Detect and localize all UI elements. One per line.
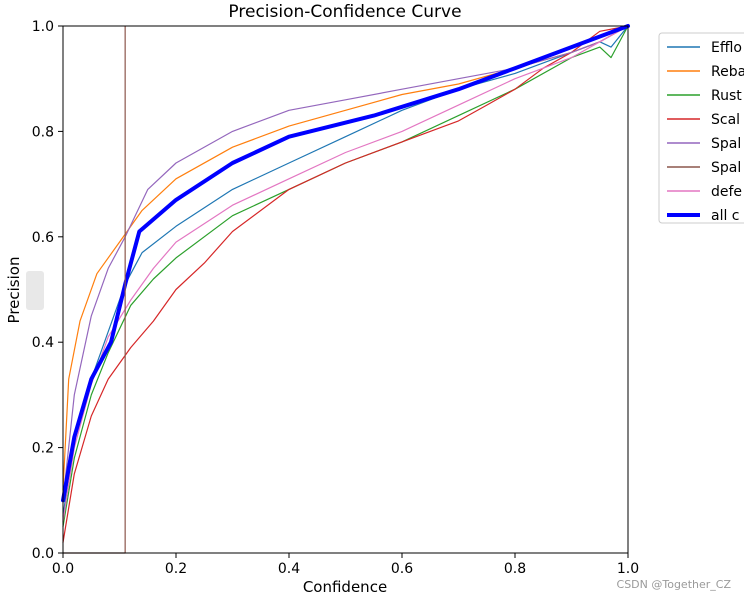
plot-background <box>63 26 628 553</box>
legend-label: Efflo <box>711 40 742 56</box>
y-tick-label: 1.0 <box>32 19 54 35</box>
x-tick-label: 0.8 <box>504 561 526 577</box>
legend-label: Rust <box>711 88 742 104</box>
y-tick-label: 0.8 <box>32 124 54 140</box>
chart-title: Precision-Confidence Curve <box>228 2 461 22</box>
y-axis-label: Precision <box>5 257 23 324</box>
series-line-all-c-7 <box>61 24 630 503</box>
plot-frame <box>62 25 629 554</box>
x-axis: 0.0 0.2 0.4 0.6 0.8 1.0 <box>52 553 639 577</box>
legend-label: defe <box>711 184 742 200</box>
x-tick-label: 0.4 <box>278 561 300 577</box>
y-axis: 0.0 0.2 0.4 0.6 0.8 1.0 <box>32 19 63 562</box>
x-tick-label: 0.0 <box>52 561 74 577</box>
legend-box <box>658 32 744 224</box>
x-tick-label: 0.2 <box>165 561 187 577</box>
series-line-spal-4 <box>62 25 629 501</box>
legend-label: all c <box>711 208 740 224</box>
watermark: CSDN @Together_CZ <box>617 578 732 591</box>
legend-label: Spal <box>711 160 741 176</box>
y-tick-label: 0.0 <box>32 546 54 562</box>
legend-items: Efflo Reba Rust Scal Spal Spal defe all c <box>667 40 744 224</box>
y-tick-label: 0.2 <box>32 441 54 457</box>
legend: Efflo Reba Rust Scal Spal Spal defe all c <box>658 32 744 224</box>
y-tick-label: 0.4 <box>32 335 54 351</box>
x-tick-label: 1.0 <box>617 561 639 577</box>
plot-area <box>61 24 630 554</box>
x-tick-label: 0.6 <box>391 561 413 577</box>
legend-label: Scal <box>711 112 740 128</box>
y-axis-highlight <box>26 271 44 310</box>
y-tick-label: 0.6 <box>32 230 54 246</box>
legend-label: Reba <box>711 64 744 80</box>
x-axis-label: Confidence <box>303 578 387 596</box>
legend-label: Spal <box>711 136 741 152</box>
